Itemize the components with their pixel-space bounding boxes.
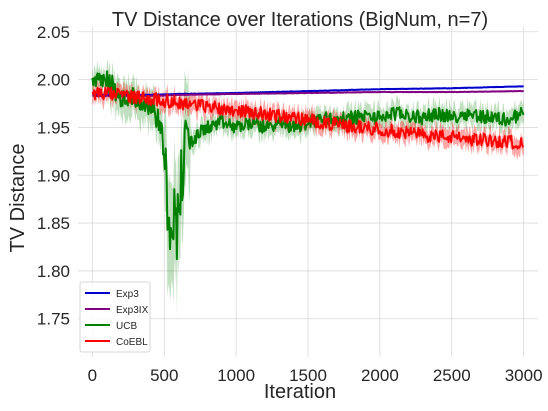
x-tick-label: 3000: [505, 366, 543, 385]
x-tick-label: 2000: [361, 366, 399, 385]
y-tick-label: 1.95: [37, 118, 70, 137]
legend: Exp3 Exp3IX UCB CoEBL: [79, 281, 151, 353]
x-tick-label: 1500: [289, 366, 327, 385]
y-axis-ticks: 1.75 1.80 1.85 1.90 1.95 2.00 2.05: [37, 23, 70, 329]
series-line-exp3: [92, 85, 524, 97]
legend-box: [79, 281, 151, 353]
x-tick-label: 0: [88, 366, 97, 385]
x-tick-label: 1000: [217, 366, 255, 385]
series-lines: [91, 70, 525, 261]
legend-label-exp3: Exp3: [116, 289, 139, 300]
legend-label-exp3ix: Exp3IX: [116, 305, 149, 316]
x-tick-label: 2500: [433, 366, 471, 385]
chart-title: TV Distance over Iterations (BigNum, n=7…: [112, 9, 488, 31]
y-tick-label: 1.85: [37, 214, 70, 233]
series-line-exp3ix: [92, 89, 524, 98]
y-tick-label: 2.05: [37, 23, 70, 42]
y-axis-label: TV Distance: [7, 144, 29, 253]
y-tick-label: 1.75: [37, 310, 70, 329]
grid: [78, 27, 538, 357]
x-axis-label: Iteration: [264, 381, 336, 403]
x-tick-label: 500: [150, 366, 178, 385]
series-line-ucb: [91, 70, 525, 261]
legend-label-coebl: CoEBL: [116, 337, 148, 348]
legend-label-ucb: UCB: [116, 321, 137, 332]
y-tick-label: 1.90: [37, 166, 70, 185]
series-line-coebl: [91, 86, 525, 150]
x-axis-ticks: 0 500 1000 1500 2000 2500 3000: [88, 366, 543, 385]
y-tick-label: 2.00: [37, 71, 70, 90]
y-tick-label: 1.80: [37, 262, 70, 281]
